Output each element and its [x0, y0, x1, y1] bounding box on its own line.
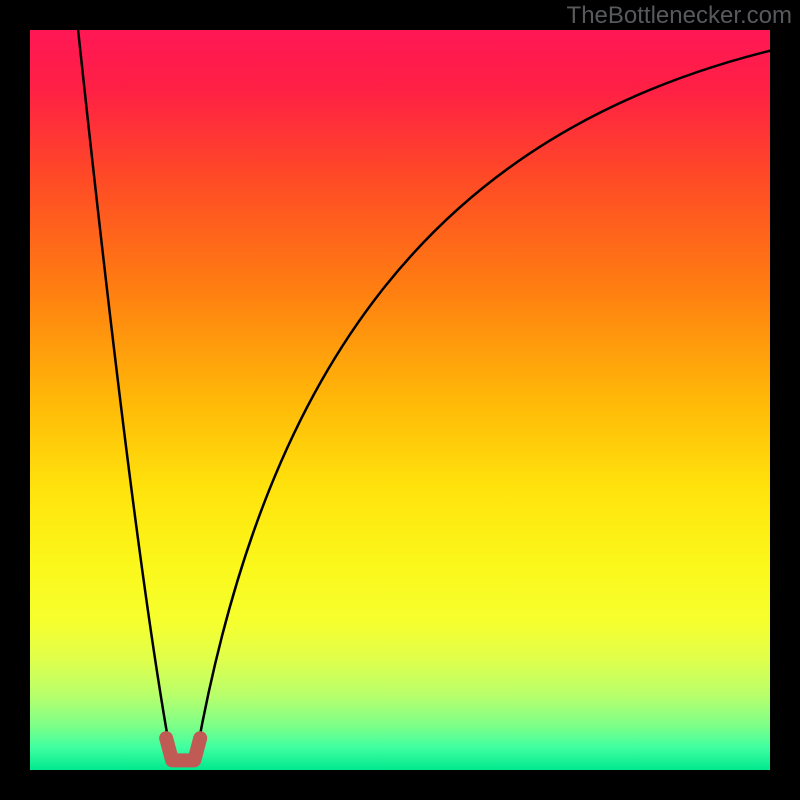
bottleneck-curve-left — [78, 30, 171, 754]
plot-area — [30, 30, 770, 770]
bottleneck-curve-right — [197, 51, 771, 754]
valley-marker — [166, 738, 200, 760]
watermark-label: TheBottlenecker.com — [567, 2, 792, 30]
chart-svg — [30, 30, 770, 770]
